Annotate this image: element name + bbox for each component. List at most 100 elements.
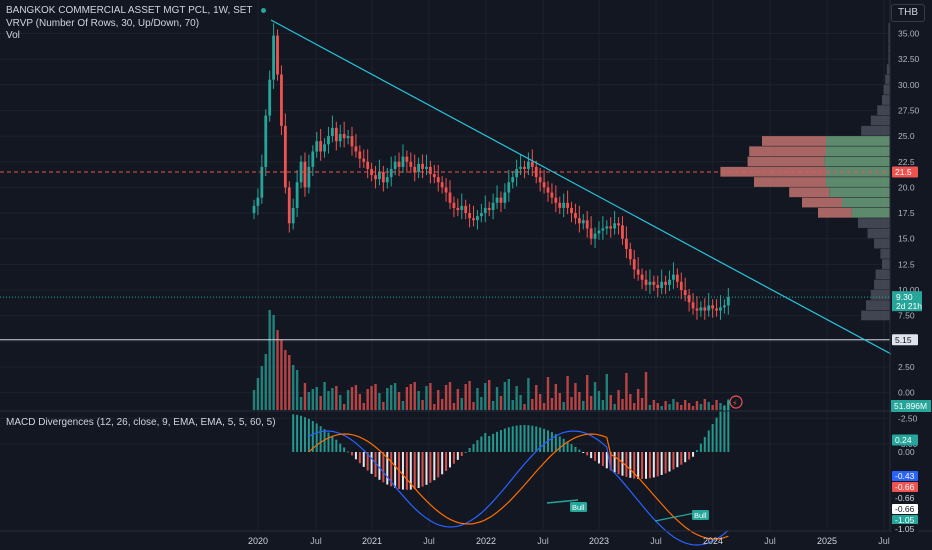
volume-profile-down-bar — [747, 156, 825, 167]
candle-body — [593, 233, 597, 239]
symbol-legend[interactable]: BANGKOK COMMERCIAL ASSET MGT PCL, 1W, SE… — [6, 5, 270, 16]
macd-line — [308, 430, 729, 546]
time-tick-label: Jul — [423, 536, 435, 546]
time-tick-label: Jul — [878, 536, 890, 546]
macd-histogram-bar — [715, 417, 718, 452]
macd-legend[interactable]: MACD Divergences (12, 26, close, 9, EMA,… — [6, 417, 276, 428]
macd-histogram-bar — [421, 452, 424, 487]
macd-histogram-bar — [617, 452, 620, 475]
candle-body — [291, 207, 295, 224]
currency-button[interactable]: THB — [891, 4, 925, 22]
macd-histogram-bar — [335, 439, 338, 452]
candle-body — [726, 297, 730, 306]
candle-body — [358, 151, 362, 159]
macd-histogram-bar — [574, 446, 577, 452]
candle-body — [421, 163, 424, 169]
volume-bar — [491, 401, 495, 410]
macd-histogram-bar — [515, 425, 518, 452]
macd-value-badge-bg — [892, 471, 918, 481]
macd-histogram-bar — [354, 452, 357, 460]
macd-histogram-bar — [594, 452, 597, 461]
volume-bar — [452, 403, 456, 410]
candle-body — [511, 177, 515, 183]
macd-histogram-bar — [672, 452, 675, 470]
volume-bar — [370, 386, 373, 410]
macd-histogram-bar — [550, 432, 553, 452]
candle-body — [523, 166, 526, 169]
candle-body — [319, 141, 323, 152]
volume-bar — [409, 384, 412, 410]
macd-value-badge: -0.66 — [895, 504, 915, 514]
macd-histogram-bar — [597, 452, 600, 464]
level-white-label-bg — [892, 334, 918, 346]
volume-profile-down-bar — [762, 136, 826, 146]
vrvp-legend[interactable]: VRVP (Number Of Rows, 30, Up/Down, 70) — [6, 18, 200, 29]
time-tick-label: Jul — [650, 536, 662, 546]
macd-histogram-bar — [711, 424, 714, 452]
macd-histogram-bar — [311, 420, 314, 452]
volume-bar — [433, 404, 436, 410]
macd-histogram-bar — [347, 451, 350, 453]
candle-body — [327, 136, 330, 145]
macd-histogram-bar — [366, 452, 369, 471]
candle-body — [707, 305, 711, 311]
volume-profile-up-bar — [888, 54, 890, 64]
macd-histogram-bar — [425, 452, 428, 485]
macd-value-badge-bg — [892, 504, 918, 514]
macd-histogram-bar — [680, 452, 683, 465]
volume-profile-up-bar — [888, 33, 890, 44]
volume-bar — [633, 403, 636, 410]
volume-bar — [672, 399, 675, 410]
signal-line — [308, 433, 729, 540]
macd-histogram-bar — [554, 434, 557, 452]
volume-bar — [691, 406, 695, 410]
volume-bar — [554, 384, 558, 410]
volume-badge-bg — [891, 400, 931, 412]
price-tick-label: 2.50 — [898, 362, 915, 372]
macd-histogram-bar — [386, 452, 389, 485]
candle-body — [436, 177, 440, 183]
candle-body — [256, 197, 260, 206]
candle-body — [570, 207, 573, 214]
volume-bar — [417, 391, 420, 410]
macd-histogram-bar — [648, 452, 651, 479]
volume-bar — [260, 366, 264, 410]
volume-bar — [562, 402, 565, 410]
volume-bar — [366, 389, 369, 410]
volume-profile-up-bar — [885, 74, 890, 85]
macd-histogram-bar — [362, 452, 365, 467]
candle-body — [625, 238, 628, 249]
candle-body — [374, 175, 377, 180]
macd-histogram-bar — [633, 452, 636, 479]
macd-histogram-bar — [684, 452, 687, 463]
macd-histogram-bar — [503, 428, 506, 452]
volume-bar — [303, 383, 307, 410]
volume-bar — [527, 378, 530, 410]
volume-profile-up-bar — [886, 64, 890, 75]
volume-profile-up-bar — [842, 197, 890, 208]
price-tick-label: 15.0 — [898, 234, 915, 244]
vol-legend[interactable]: Vol — [6, 30, 20, 41]
macd-histogram-bar — [723, 405, 726, 452]
volume-bar — [715, 400, 718, 410]
volume-bar — [264, 354, 267, 410]
macd-value-badge: -0.43 — [895, 471, 915, 481]
price-tick-label: 27.50 — [898, 105, 920, 115]
volume-bar — [252, 390, 256, 410]
volume-bar — [307, 392, 311, 410]
candle-body — [656, 284, 660, 288]
macd-histogram-bar — [519, 425, 522, 452]
macd-histogram-bar — [382, 452, 385, 483]
price-tick-label: 7.50 — [898, 311, 915, 321]
candle-body — [652, 281, 656, 285]
volume-bar — [652, 400, 656, 410]
macd-histogram-bar — [570, 444, 573, 452]
volume-profile-up-bar — [888, 43, 890, 54]
volume-profile-up-bar — [874, 238, 890, 249]
candle-body — [487, 207, 491, 210]
macd-histogram-bar — [413, 452, 416, 490]
price-tick-label: 17.5 — [898, 208, 915, 218]
bull-divergence-label: Bull — [694, 511, 707, 520]
